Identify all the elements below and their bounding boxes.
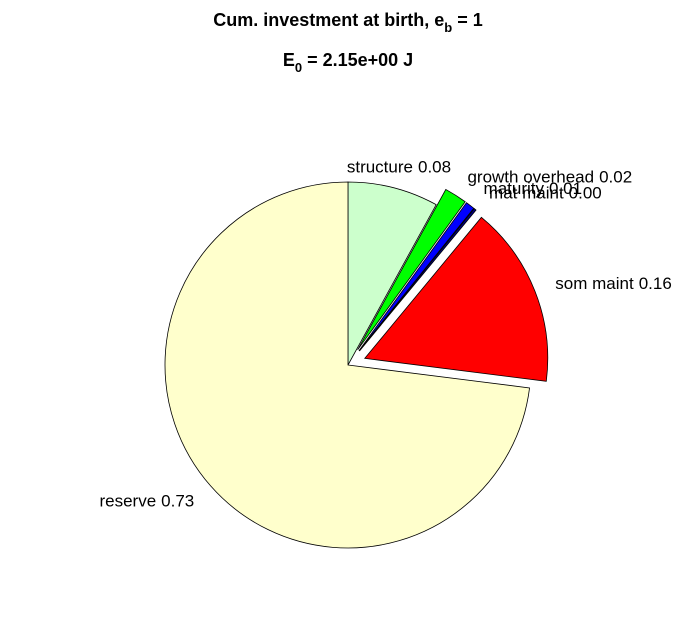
title-subscript: b: [444, 20, 452, 35]
subtitle-text: = 2.15e+00 J: [302, 50, 413, 70]
pie-slice: [363, 216, 549, 382]
pie-slice: [357, 188, 466, 351]
slice-label: structure 0.08: [347, 157, 451, 176]
slice-value: 0.08: [418, 157, 451, 176]
slice-value: 0.01: [549, 179, 582, 198]
subtitle-subscript: 0: [295, 60, 302, 75]
slice-label: som maint 0.16: [555, 274, 672, 293]
chart-subtitle: E0 = 2.15e+00 J: [283, 50, 413, 75]
subtitle-text: E: [283, 50, 295, 70]
slice-label: reserve 0.73: [99, 492, 194, 511]
slice-label: maturity 0.01: [484, 179, 583, 198]
slice-category: growth overhead: [467, 168, 594, 187]
pie-slice: [359, 208, 477, 352]
slice-value: 0.02: [599, 168, 632, 187]
slice-category: reserve: [99, 492, 156, 511]
slice-category: mat maint: [489, 183, 564, 202]
slice-category: structure: [347, 157, 413, 176]
slice-category: som maint: [555, 274, 634, 293]
slice-label: mat maint 0.00: [489, 183, 602, 202]
slice-value: 0.73: [161, 492, 194, 511]
pie-slice: [347, 181, 437, 366]
title-text: Cum. investment at birth, e: [213, 10, 444, 30]
pie-slice: [164, 181, 531, 549]
slice-value: 0.00: [569, 183, 602, 202]
pie-slice: [358, 202, 475, 351]
slice-label: growth overhead 0.02: [467, 168, 632, 187]
slice-value: 0.16: [639, 274, 672, 293]
chart-title: Cum. investment at birth, eb = 1: [213, 10, 483, 35]
title-text: = 1: [452, 10, 483, 30]
slice-category: maturity: [484, 179, 545, 198]
